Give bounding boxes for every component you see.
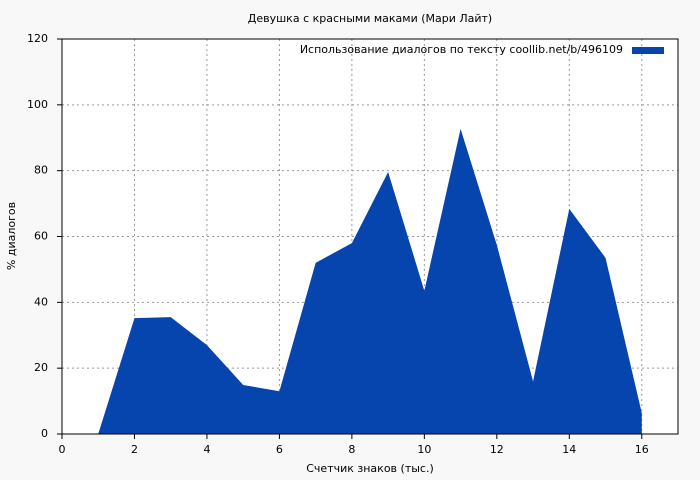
x-tick-label: 10	[417, 443, 431, 456]
y-tick-label: 20	[34, 361, 48, 374]
x-tick-label: 6	[276, 443, 283, 456]
plot-border	[61, 38, 679, 435]
x-tick-label: 16	[635, 443, 649, 456]
y-tick-label: 100	[27, 98, 48, 111]
y-tick-label: 0	[41, 427, 48, 440]
x-tick-label: 14	[562, 443, 576, 456]
y-axis-label: % диалогов	[5, 202, 18, 270]
area	[98, 128, 642, 435]
x-tick-label: 8	[348, 443, 355, 456]
y-tick-label: 60	[34, 230, 48, 243]
legend-swatch	[632, 47, 664, 54]
x-tick-label: 2	[131, 443, 138, 456]
y-tick-label: 40	[34, 295, 48, 308]
x-tick-label: 0	[59, 443, 66, 456]
legend-label: Использование диалогов по тексту coollib…	[300, 43, 623, 56]
y-tick-label: 120	[27, 32, 48, 45]
x-axis-label: Счетчик знаков (тыс.)	[306, 462, 434, 475]
chart-title: Девушка с красными маками (Мари Лайт)	[248, 12, 492, 25]
x-tick-label: 4	[203, 443, 210, 456]
y-tick-label: 80	[34, 164, 48, 177]
x-tick-label: 12	[490, 443, 504, 456]
